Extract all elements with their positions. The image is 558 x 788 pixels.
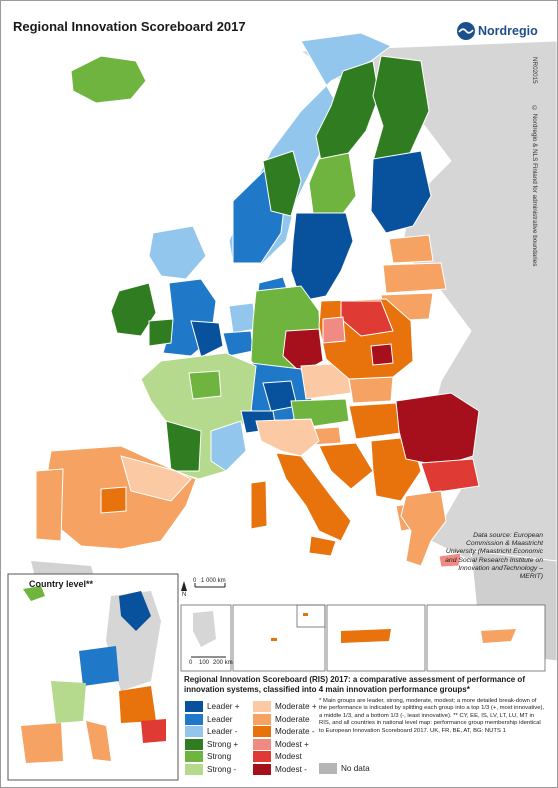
region-france-south-east [210, 420, 247, 472]
legend-col2-swatch-5 [253, 763, 271, 775]
inset-country-title: Country level** [29, 579, 94, 589]
region-poland-lodz [370, 343, 394, 366]
scale-inset-mid: 100 [199, 660, 210, 666]
inset-greenland-land [193, 611, 216, 647]
region-bulgaria [420, 458, 480, 494]
region-ireland [110, 282, 157, 337]
legend-col1-swatch-1 [185, 713, 203, 725]
region-hungary [348, 402, 402, 440]
logo-label: Nordregio [478, 24, 538, 38]
region-sicily [308, 535, 337, 557]
region-portugal [35, 468, 64, 542]
region-crete [438, 552, 462, 568]
legend-col1-label-4: Strong [207, 752, 232, 761]
north-arrow-icon [181, 581, 187, 591]
legend-swatch-no-data [319, 763, 337, 774]
scale-inset-end: 200 km [213, 660, 233, 666]
legend-col1-label-5: Strong - [207, 764, 237, 774]
inset-italy [86, 721, 111, 761]
legend-col2-swatch-2 [253, 726, 271, 737]
legend-col1-label-0: Leader + [207, 702, 240, 711]
page-title: Regional Innovation Scoreboard 2017 [13, 19, 246, 34]
region-norway-trondelag [262, 150, 302, 217]
region-estonia [388, 234, 434, 264]
nordregio-wave-icon [457, 22, 475, 40]
inset-iceland [23, 586, 45, 601]
legend-col2-label-3: Modest + [275, 739, 309, 749]
inset-azores [271, 638, 277, 641]
inset-romania [141, 719, 166, 743]
inset-nordic [119, 591, 151, 631]
legend-col2-label-4: Modest [275, 752, 302, 761]
scale-main-zero: 0 [193, 578, 197, 584]
scale-main-label: 1 000 km [201, 578, 226, 584]
inset-atlantic-sub [296, 604, 326, 628]
region-spain-north-east [120, 455, 192, 502]
legend-col2-label-2: Moderate - [275, 727, 315, 736]
map-id: NR02015 [531, 57, 538, 84]
region-netherlands [228, 302, 257, 334]
region-england-south-east [190, 320, 224, 358]
nordregio-logo: Nordregio [456, 21, 546, 43]
region-finland-south [370, 150, 432, 234]
copyright-text: © Nordregio & NLS Finland for administra… [531, 105, 538, 267]
legend-col2-swatch-4 [253, 751, 271, 762]
legend-label-no-data: No data [341, 764, 370, 773]
region-poland-north [340, 300, 394, 337]
region-latvia [382, 262, 447, 294]
legend-col2-label-5: Modest - [275, 764, 307, 774]
legend-col1-swatch-5 [185, 763, 203, 775]
legend-col1-swatch-3 [185, 738, 203, 750]
legend-col2-label-1: Moderate [275, 714, 310, 724]
north-label: N [182, 592, 187, 598]
inset-east [119, 686, 156, 723]
inset-iberia [21, 723, 63, 763]
region-romania [395, 392, 480, 467]
legend-col1-swatch-2 [185, 726, 203, 737]
region-scotland [148, 225, 207, 280]
legend-col1-swatch-4 [185, 751, 203, 762]
region-wales [148, 318, 174, 347]
legend-col2-label-0: Moderate + [275, 702, 317, 711]
legend-panel [181, 672, 547, 779]
region-italy-central [275, 452, 352, 542]
region-ile-de-france [188, 370, 222, 400]
legend-note: * Main groups are leader, strong, modera… [319, 698, 545, 734]
region-greece [400, 490, 447, 567]
legend-col1-label-3: Strong + [207, 739, 239, 749]
region-sweden-south [290, 212, 354, 302]
region-france-south-west [165, 420, 202, 472]
inset-germany [79, 646, 119, 686]
inset-canary-islands [341, 629, 391, 643]
region-poland-west [322, 316, 346, 344]
inset-atlantic [232, 604, 326, 672]
scale-inset-zero: 0 [189, 660, 193, 666]
region-croatia [318, 442, 374, 490]
legend-col2-swatch-1 [253, 713, 271, 725]
inset-france [51, 681, 86, 723]
legend-title: Regional Innovation Scoreboard (RIS) 201… [184, 675, 525, 694]
region-slovakia [348, 376, 394, 404]
region-madrid [100, 486, 127, 514]
legend-col2-swatch-0 [253, 701, 271, 712]
region-iceland [70, 55, 147, 104]
inset-madeira [303, 613, 308, 616]
region-sardinia [250, 480, 268, 530]
legend-col2-swatch-3 [253, 738, 271, 750]
legend-col1-label-1: Leader [207, 714, 233, 724]
data-source: Data source: European Commission & Maast… [445, 532, 543, 581]
inset-cyprus-land [481, 629, 516, 643]
legend-col1-label-2: Leader - [207, 727, 238, 736]
legend-col1-swatch-0 [185, 701, 203, 712]
